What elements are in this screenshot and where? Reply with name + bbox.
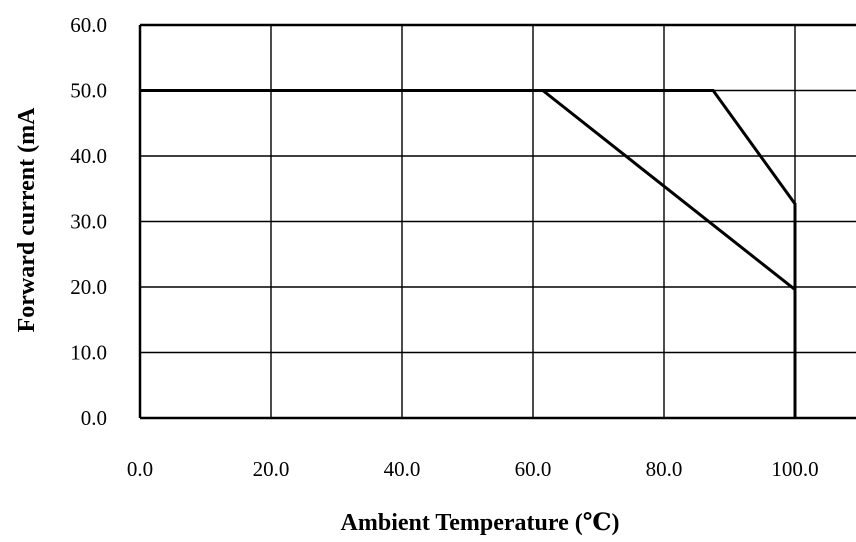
y-tick-label: 60.0 bbox=[70, 13, 107, 37]
y-tick-label: 30.0 bbox=[70, 210, 107, 234]
tick-labels: 0.0 10.0 20.0 30.0 40.0 50.0 60.0 0.0 20.0 40.0 60… bbox=[70, 13, 818, 481]
x-tick-label: 100.0 bbox=[771, 457, 818, 481]
y-tick-label: 40.0 bbox=[70, 144, 107, 168]
x-tick-label: 40.0 bbox=[384, 457, 421, 481]
x-tick-label: 20.0 bbox=[253, 457, 290, 481]
y-tick-label: 50.0 bbox=[70, 79, 107, 103]
x-axis-title: Ambient Temperature (℃) bbox=[341, 510, 620, 536]
y-axis-title: Forward current (mA bbox=[14, 107, 40, 332]
y-tick-label: 0.0 bbox=[81, 406, 107, 430]
x-tick-label: 80.0 bbox=[646, 457, 683, 481]
series-lines bbox=[140, 89, 797, 418]
y-tick-label: 20.0 bbox=[70, 275, 107, 299]
grid-lines bbox=[138, 23, 856, 420]
series-line-1 bbox=[140, 89, 797, 418]
x-tick-label: 60.0 bbox=[515, 457, 552, 481]
y-tick-label: 10.0 bbox=[70, 341, 107, 365]
series-line-2 bbox=[140, 89, 797, 418]
x-tick-label: 0.0 bbox=[127, 457, 153, 481]
